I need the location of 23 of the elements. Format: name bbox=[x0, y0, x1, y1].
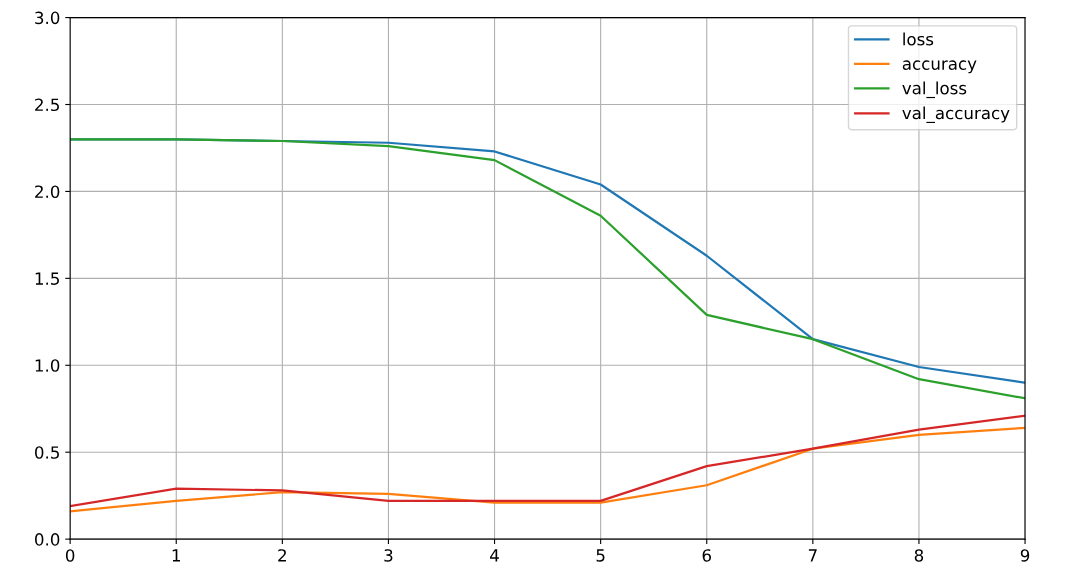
legend-label: val_loss bbox=[902, 81, 967, 99]
x-tick-label: 4 bbox=[490, 549, 499, 562]
y-tick-label: 3.0 bbox=[35, 11, 60, 25]
x-tick-label: 0 bbox=[65, 549, 75, 562]
x-tick-label: 5 bbox=[596, 549, 605, 562]
x-tick-label: 7 bbox=[808, 549, 817, 562]
legend-label: val_accuracy bbox=[902, 106, 1010, 124]
legend-label: accuracy bbox=[902, 60, 977, 74]
x-tick-label: 1 bbox=[172, 549, 180, 562]
x-tick-label: 8 bbox=[914, 549, 924, 562]
y-tick-label: 1.0 bbox=[35, 359, 60, 372]
y-tick-label: 2.0 bbox=[35, 185, 60, 198]
y-tick-label: 1.5 bbox=[35, 272, 59, 285]
line-series bbox=[70, 426, 1026, 513]
legend-label: loss bbox=[903, 32, 934, 46]
x-tick-label: 9 bbox=[1020, 549, 1030, 562]
line-series bbox=[70, 414, 1026, 508]
x-tick-label: 6 bbox=[702, 549, 711, 562]
y-tick-label: 2.5 bbox=[35, 98, 59, 112]
y-tick-label: 0.5 bbox=[35, 446, 59, 459]
y-tick-label: 0.0 bbox=[35, 533, 60, 546]
x-tick-label: 3 bbox=[384, 549, 393, 562]
x-tick-label: 2 bbox=[278, 549, 286, 562]
